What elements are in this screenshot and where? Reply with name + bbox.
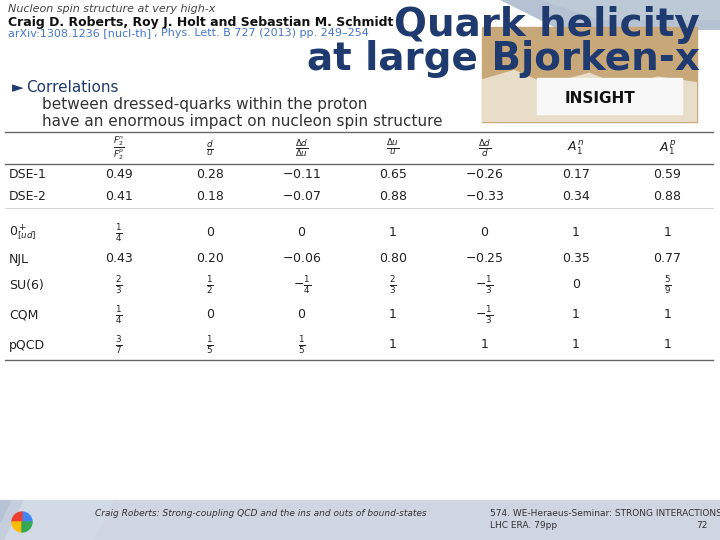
Text: $\frac{1}{4}$: $\frac{1}{4}$ — [115, 304, 122, 326]
Polygon shape — [4, 500, 114, 540]
Text: $A_1^n$: $A_1^n$ — [567, 139, 585, 157]
Text: 0: 0 — [572, 279, 580, 292]
Text: $-$0.11: $-$0.11 — [282, 168, 321, 181]
Text: CQM: CQM — [9, 308, 38, 321]
Text: $\frac{\Delta u}{u}$: $\frac{\Delta u}{u}$ — [386, 138, 400, 158]
Text: 574. WE-Heraeus-Seminar: STRONG INTERACTIONS IN THE: 574. WE-Heraeus-Seminar: STRONG INTERACT… — [490, 510, 720, 518]
Text: Craig Roberts: Strong-coupling QCD and the ins and outs of bound-states: Craig Roberts: Strong-coupling QCD and t… — [95, 510, 427, 518]
Text: 0: 0 — [297, 308, 305, 321]
Bar — [482, 27, 697, 122]
Wedge shape — [22, 522, 32, 532]
Text: 1: 1 — [389, 339, 397, 352]
Wedge shape — [22, 512, 32, 522]
Text: $-$0.06: $-$0.06 — [282, 253, 321, 266]
Text: Craig D. Roberts, Roy J. Holt and Sebastian M. Schmidt: Craig D. Roberts, Roy J. Holt and Sebast… — [8, 16, 393, 29]
Text: $-$0.26: $-$0.26 — [465, 168, 504, 181]
Text: at large Bjorken-x: at large Bjorken-x — [307, 40, 700, 78]
Polygon shape — [500, 0, 720, 30]
Text: 1: 1 — [480, 339, 488, 352]
Text: 0.34: 0.34 — [562, 191, 590, 204]
Text: DSE-1: DSE-1 — [9, 168, 47, 181]
Text: 1: 1 — [572, 226, 580, 240]
Text: DSE-2: DSE-2 — [9, 191, 47, 204]
Text: NJL: NJL — [9, 253, 29, 266]
Text: $-\frac{1}{4}$: $-\frac{1}{4}$ — [292, 274, 310, 296]
Text: $-\frac{1}{3}$: $-\frac{1}{3}$ — [475, 274, 493, 296]
Text: $-$0.33: $-$0.33 — [465, 191, 504, 204]
Polygon shape — [0, 500, 102, 540]
Polygon shape — [0, 500, 90, 540]
Text: 1: 1 — [663, 308, 671, 321]
Wedge shape — [12, 512, 22, 522]
Text: SU(6): SU(6) — [9, 279, 44, 292]
Text: $\frac{5}{9}$: $\frac{5}{9}$ — [664, 274, 671, 296]
Text: 0.28: 0.28 — [197, 168, 224, 181]
Text: $-$0.25: $-$0.25 — [465, 253, 504, 266]
Text: Nucleon spin structure at very high-x: Nucleon spin structure at very high-x — [8, 4, 215, 14]
Text: Correlations: Correlations — [26, 80, 119, 95]
Text: 0: 0 — [297, 226, 305, 240]
Text: 1: 1 — [389, 308, 397, 321]
Text: 0: 0 — [206, 308, 214, 321]
Text: 0.88: 0.88 — [653, 191, 681, 204]
Text: Quark helicity: Quark helicity — [395, 6, 700, 44]
Text: $\frac{2}{3}$: $\frac{2}{3}$ — [390, 274, 397, 296]
Text: $\frac{1}{5}$: $\frac{1}{5}$ — [298, 334, 305, 356]
Text: INSIGHT: INSIGHT — [564, 91, 635, 106]
Text: 0.35: 0.35 — [562, 253, 590, 266]
Text: ►: ► — [12, 80, 24, 95]
Text: 1: 1 — [663, 339, 671, 352]
Text: 0.43: 0.43 — [105, 253, 132, 266]
Text: 0.59: 0.59 — [653, 168, 681, 181]
Text: between dressed-quarks within the proton: between dressed-quarks within the proton — [42, 97, 367, 112]
Text: $\frac{1}{2}$: $\frac{1}{2}$ — [207, 274, 214, 296]
Text: 1: 1 — [389, 226, 397, 240]
Text: have an enormous impact on nucleon spin structure: have an enormous impact on nucleon spin … — [42, 114, 443, 129]
Text: $\frac{2}{3}$: $\frac{2}{3}$ — [115, 274, 122, 296]
Bar — [537, 78, 682, 114]
Text: 0: 0 — [206, 226, 214, 240]
Text: $0^+_{[ud]}$: $0^+_{[ud]}$ — [9, 223, 36, 243]
Text: $\frac{1}{4}$: $\frac{1}{4}$ — [115, 222, 122, 244]
Text: $-$0.07: $-$0.07 — [282, 191, 321, 204]
Text: LHC ERA. 79pp: LHC ERA. 79pp — [490, 522, 557, 530]
Text: 0.18: 0.18 — [197, 191, 224, 204]
Text: 0.17: 0.17 — [562, 168, 590, 181]
Polygon shape — [482, 70, 697, 122]
Text: $\frac{1}{5}$: $\frac{1}{5}$ — [207, 334, 214, 356]
Text: $\frac{3}{7}$: $\frac{3}{7}$ — [115, 334, 122, 356]
Text: $\frac{d}{u}$: $\frac{d}{u}$ — [207, 138, 214, 158]
Text: $\frac{F_2^n}{F_2^p}$: $\frac{F_2^n}{F_2^p}$ — [113, 134, 125, 162]
Text: 72: 72 — [697, 522, 708, 530]
Text: 0.65: 0.65 — [379, 168, 407, 181]
Text: 0.41: 0.41 — [105, 191, 132, 204]
Text: arXiv:1308.1236 [nucl-th]: arXiv:1308.1236 [nucl-th] — [8, 28, 151, 38]
Text: $\frac{\Delta d}{\Delta u}$: $\frac{\Delta d}{\Delta u}$ — [294, 137, 308, 159]
Text: 0.77: 0.77 — [653, 253, 681, 266]
Text: 1: 1 — [663, 226, 671, 240]
Text: 0.49: 0.49 — [105, 168, 132, 181]
Text: $-\frac{1}{3}$: $-\frac{1}{3}$ — [475, 304, 493, 326]
Text: 0: 0 — [480, 226, 488, 240]
Text: 0.80: 0.80 — [379, 253, 407, 266]
Polygon shape — [540, 0, 720, 20]
Wedge shape — [12, 522, 22, 532]
Text: 0.20: 0.20 — [197, 253, 224, 266]
Text: pQCD: pQCD — [9, 339, 45, 352]
Text: 1: 1 — [572, 339, 580, 352]
Text: 1: 1 — [572, 308, 580, 321]
Bar — [0, 500, 720, 540]
Text: , Phys. Lett. B 727 (2013) pp. 249–254: , Phys. Lett. B 727 (2013) pp. 249–254 — [154, 28, 369, 38]
Text: 0.88: 0.88 — [379, 191, 407, 204]
Text: $A_1^p$: $A_1^p$ — [659, 138, 676, 158]
Text: $\frac{\Delta d}{d}$: $\frac{\Delta d}{d}$ — [477, 137, 491, 159]
